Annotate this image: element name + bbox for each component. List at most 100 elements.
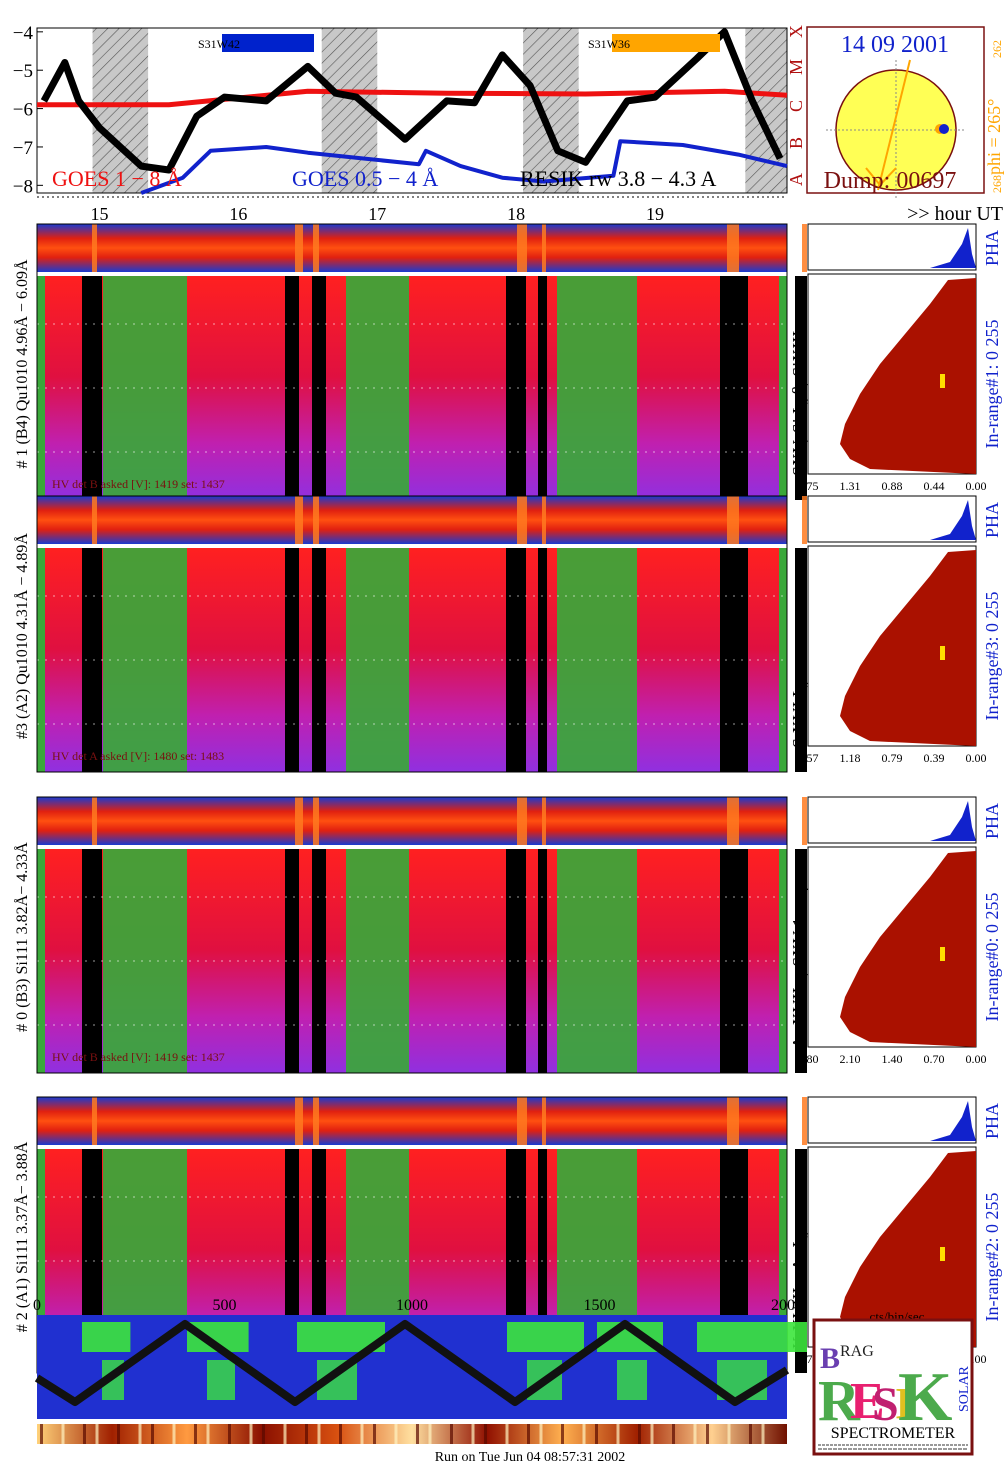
arrow-right (879, 167, 897, 186)
bin-tick-2000: 2000 (771, 1297, 803, 1314)
hv-label: HV det B asked [V]: 1419 set: 1437 (52, 1050, 225, 1064)
goes-lightcurve-plot: −4 −5 −6 −7 −8 S31W42 S31W36 GOES 1 − 8 Å GO… (13, 23, 806, 197)
strip-flare-2 (313, 1097, 319, 1145)
hour-tick-19: 19 (646, 204, 664, 224)
pha-frame (807, 1096, 977, 1144)
in-range-label: In-range#1: 0 255 (982, 320, 1002, 449)
gap-band-1 (285, 276, 299, 500)
strip-flare-3 (517, 797, 527, 845)
hist-tick-0: 2.80 (798, 1052, 819, 1066)
strip-line-35 (693, 1424, 697, 1444)
green-band-left (37, 276, 45, 500)
strip-line-33 (650, 1424, 654, 1444)
strip-line-12 (262, 1424, 265, 1444)
line-ids-label: Ar XVIIw, SXV 1s−np (789, 882, 809, 1049)
bin-scan-plot (34, 1315, 807, 1444)
green-band-1 (346, 276, 409, 500)
arrow-left (865, 167, 881, 186)
pha-label: PHA (982, 502, 1002, 538)
goes-series (37, 28, 788, 195)
strip-flare-3 (517, 496, 527, 544)
class-letter-C: C (786, 100, 806, 112)
hv-label: HV det A asked [V]: 1480 set: 1483 (52, 749, 224, 763)
strip-flare-3 (517, 224, 527, 272)
dump-label: Dump: 00697 (824, 168, 957, 194)
logo-credits-box (816, 1442, 970, 1452)
series-line-0 (37, 88, 788, 108)
hist-tick-3: 0.44 (924, 479, 945, 493)
phi-top: 262 (990, 40, 1004, 58)
count-histogram (840, 550, 976, 746)
line-ids-label: S XVI Lya (789, 670, 809, 748)
strip-line-3 (95, 1424, 99, 1444)
strip-line-36 (706, 1424, 709, 1444)
strip-line-19 (394, 1424, 398, 1444)
strip-flare-0 (92, 496, 97, 544)
channel-panel-0: # 1 (B4) Qu1010 4.96Å − 6.09Å HV det B as… (13, 223, 1002, 501)
goes-y-tick-label: −4 (13, 23, 34, 44)
hist-tick-2: 1.40 (882, 1052, 903, 1066)
legend-goes-short: GOES 0.5 − 4 Å (292, 166, 438, 191)
gap-band-0 (82, 849, 102, 1073)
strip-line-11 (249, 1424, 253, 1444)
count-histogram (840, 278, 976, 474)
gap-band-6 (795, 1149, 807, 1373)
count-histogram (840, 851, 976, 1047)
logo-S: S (872, 1378, 899, 1431)
hist-tick-1: 1.18 (840, 751, 861, 765)
strip-flare-1 (295, 1097, 303, 1145)
phi-bottom: 268 (990, 175, 1004, 193)
strip-line-14 (305, 1424, 308, 1444)
bin-scan-green-2 (507, 1322, 584, 1352)
panel-frame (36, 796, 788, 1074)
bin-tick-1000: 1000 (396, 1297, 428, 1314)
region1-marker (939, 124, 949, 134)
logo-RAG: RAG (840, 1343, 874, 1360)
strip-line-6 (151, 1424, 154, 1444)
spectrum-strip (37, 496, 787, 544)
hist-tick-3: 0.39 (924, 751, 945, 765)
hist-tick-0: 1.57 (798, 751, 819, 765)
strip-line-16 (339, 1424, 342, 1444)
in-range-marker (940, 646, 945, 660)
hour-tick-16: 16 (229, 204, 247, 224)
strip-line-30 (595, 1424, 598, 1444)
channel-label: # 2 (A1) Si111 3.37Å− 3.88Å (13, 1141, 31, 1332)
gap-band-0 (82, 548, 102, 772)
intensity-strip (37, 1424, 787, 1444)
strip-flare-6 (802, 224, 807, 272)
gap-band-6 (795, 276, 807, 500)
strip-line-8 (194, 1424, 197, 1444)
hour-tick-18: 18 (507, 204, 525, 224)
strip-line-2 (83, 1424, 86, 1444)
strip-flare-4 (542, 1097, 546, 1145)
hist-tick-4: 0.00 (966, 751, 987, 765)
strip-flare-6 (802, 1097, 807, 1145)
hour-tick-17: 17 (368, 204, 386, 224)
green-band-left (37, 849, 45, 1073)
strip-line-5 (138, 1424, 142, 1444)
strip-line-21 (428, 1424, 432, 1444)
strip-flare-6 (802, 797, 807, 845)
logo-E: E (850, 1373, 885, 1430)
series-line-2 (40, 28, 784, 174)
strip-flare-5 (727, 496, 739, 544)
strip-line-38 (749, 1424, 752, 1444)
channel-label: # 0 (B3) Si111 3.82Å− 4.33Å (13, 842, 31, 1032)
strip-line-1 (61, 1424, 65, 1444)
in-range-label: In-range#2: 0 255 (982, 1193, 1002, 1322)
hist-tick-2: 0.79 (882, 751, 903, 765)
hour-axis: 15 16 17 18 19 (91, 204, 665, 224)
region1-label: S31W42 (198, 37, 240, 51)
green-band-1 (346, 849, 409, 1073)
strip-line-27 (539, 1424, 543, 1444)
strip-line-7 (172, 1424, 176, 1444)
logo-SOLAR: SOLAR (957, 1365, 972, 1412)
bin-tick-0: 0 (33, 1297, 41, 1314)
strip-flare-3 (517, 1097, 527, 1145)
hv-label: HV det B asked [V]: 1419 set: 1437 (52, 477, 225, 491)
in-range-marker (940, 947, 945, 961)
pha-histogram (812, 500, 976, 540)
gap-band-3 (506, 849, 526, 1073)
strip-flare-2 (313, 496, 319, 544)
